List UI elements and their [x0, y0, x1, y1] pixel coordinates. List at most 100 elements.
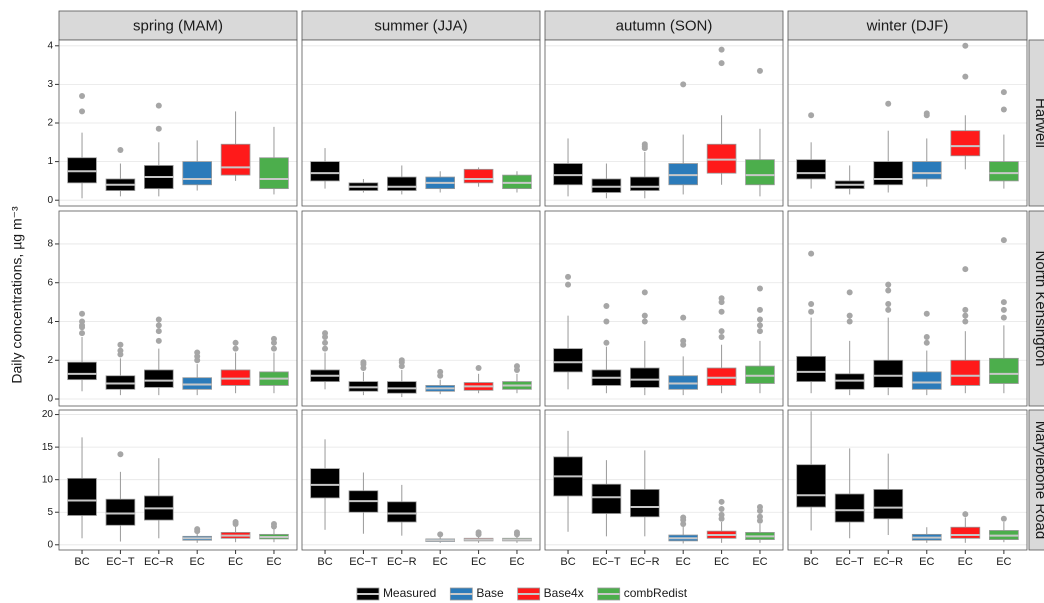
- outlier: [718, 498, 725, 505]
- legend-label: Measured: [383, 586, 436, 600]
- outlier: [194, 349, 201, 356]
- outlier: [923, 310, 930, 317]
- panel: [302, 211, 540, 406]
- facet-strip: [301, 10, 541, 41]
- outlier: [962, 42, 969, 49]
- y-tick-label: 0: [47, 195, 53, 206]
- box: [796, 464, 826, 508]
- outlier: [846, 289, 853, 296]
- outlier: [756, 306, 763, 313]
- facet-label: autumn (SON): [616, 17, 713, 34]
- outlier: [962, 318, 969, 325]
- x-tick-label: EC−T: [592, 556, 621, 568]
- outlier: [885, 281, 892, 288]
- box: [387, 176, 417, 191]
- x-tick-label: EC: [919, 556, 934, 568]
- x-tick-label: BC: [74, 556, 89, 568]
- facet-label: winter (DJF): [866, 17, 949, 34]
- facet-label: spring (MAM): [133, 17, 223, 34]
- box: [873, 161, 904, 186]
- box: [387, 501, 417, 523]
- outlier: [398, 357, 405, 364]
- y-tick-label: 5: [47, 507, 53, 518]
- outlier: [117, 341, 124, 348]
- outlier: [718, 333, 725, 340]
- x-tick-label: EC: [509, 556, 524, 568]
- x-tick-label: EC: [190, 556, 205, 568]
- panel-border: [787, 39, 1028, 207]
- box: [630, 489, 660, 518]
- x-tick-label: EC: [433, 556, 448, 568]
- x-tick-label: EC−T: [106, 556, 135, 568]
- outlier: [117, 451, 124, 458]
- y-tick-label: 15: [42, 442, 54, 453]
- outlier: [155, 316, 162, 323]
- x-tick-label: EC−R: [144, 556, 174, 568]
- y-tick-label: 1: [47, 156, 53, 167]
- box: [220, 143, 251, 176]
- outlier: [322, 345, 329, 352]
- outlier: [475, 529, 482, 536]
- box: [873, 359, 904, 388]
- outlier: [718, 511, 725, 518]
- outlier: [641, 318, 648, 325]
- box: [911, 161, 942, 180]
- y-tick-label: 2: [47, 118, 53, 129]
- box: [259, 157, 289, 190]
- x-tick-label: BC: [803, 556, 818, 568]
- outlier: [680, 514, 687, 521]
- panel: [788, 211, 1027, 406]
- box: [950, 130, 981, 157]
- x-tick-label: EC−T: [349, 556, 378, 568]
- outlier: [962, 511, 969, 518]
- panel-border: [544, 409, 784, 551]
- x-tick-label: EC−T: [835, 556, 864, 568]
- outlier: [79, 108, 86, 115]
- outlier: [1000, 299, 1007, 306]
- panel-border: [544, 210, 784, 407]
- outlier: [718, 328, 725, 335]
- outlier: [962, 73, 969, 80]
- x-tick-label: BC: [317, 556, 332, 568]
- outlier: [513, 363, 520, 370]
- x-tick-label: EC−R: [387, 556, 417, 568]
- box: [144, 369, 174, 388]
- outlier: [603, 339, 610, 346]
- outlier: [923, 339, 930, 346]
- x-tick-label: EC: [714, 556, 729, 568]
- y-tick-label: 10: [42, 474, 54, 485]
- outlier: [1000, 106, 1007, 113]
- outlier: [680, 314, 687, 321]
- outlier: [603, 302, 610, 309]
- outlier: [322, 339, 329, 346]
- facet-label: Harwell: [1032, 98, 1044, 148]
- outlier: [155, 322, 162, 329]
- outlier: [1000, 89, 1007, 96]
- y-tick-label: 3: [47, 79, 53, 90]
- outlier: [756, 513, 763, 520]
- legend-label: Base: [476, 586, 504, 600]
- panel-border: [301, 39, 541, 207]
- outlier: [808, 250, 815, 257]
- box: [873, 489, 904, 520]
- outlier: [641, 289, 648, 296]
- outlier: [232, 519, 239, 525]
- legend-label: combRedist: [624, 586, 688, 600]
- y-tick-label: 4: [47, 316, 53, 327]
- y-tick-label: 6: [47, 277, 53, 288]
- outlier: [756, 316, 763, 323]
- outlier: [808, 308, 815, 315]
- outlier: [808, 301, 815, 308]
- outlier: [437, 368, 444, 375]
- box: [463, 168, 494, 184]
- outlier: [756, 67, 763, 74]
- x-tick-label: EC: [266, 556, 281, 568]
- outlier: [756, 328, 763, 335]
- x-tick-label: BC: [560, 556, 575, 568]
- outlier: [680, 81, 687, 88]
- outlier: [885, 306, 892, 313]
- panel-border: [787, 210, 1028, 407]
- panel-border: [58, 409, 298, 551]
- outlier: [270, 345, 277, 352]
